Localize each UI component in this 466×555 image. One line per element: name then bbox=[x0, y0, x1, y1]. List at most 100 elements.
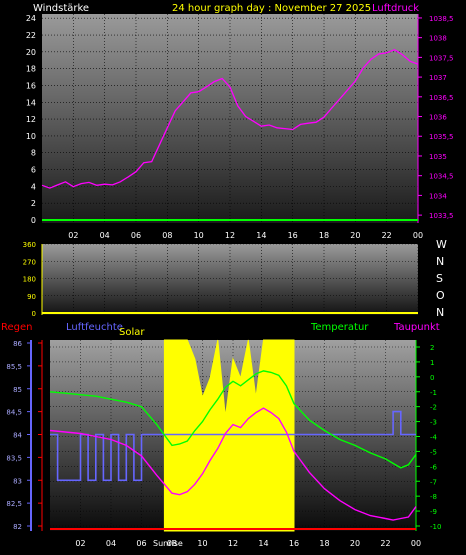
y-left-tick-label: 0 bbox=[31, 216, 36, 225]
x-tick-label: 02 bbox=[68, 231, 78, 240]
x-tick-label: 08 bbox=[162, 231, 172, 240]
bot-x-tick-label: 10 bbox=[197, 539, 207, 548]
humidity-tick-label: 82 bbox=[13, 523, 22, 531]
temperature-label: Temperatur bbox=[310, 322, 369, 333]
x-tick-label: 20 bbox=[350, 231, 360, 240]
solar-label: Solar bbox=[119, 327, 145, 338]
temp-tick-label: -8 bbox=[430, 493, 437, 501]
humidity-tick-label: 84,5 bbox=[6, 409, 22, 417]
x-tick-label: 22 bbox=[382, 231, 392, 240]
dir-tick-label: 360 bbox=[23, 241, 36, 249]
temp-tick-label: -1 bbox=[430, 389, 437, 397]
y-right-tick-label: 1036 bbox=[429, 114, 447, 122]
compass-label-3: S bbox=[436, 272, 443, 285]
y-right-tick-label: 1038,5 bbox=[429, 15, 454, 23]
y-right-tick-label: 1034 bbox=[429, 192, 447, 200]
compass-label-5: N bbox=[436, 306, 444, 319]
humidity-line bbox=[50, 410, 416, 482]
y-left-tick-label: 24 bbox=[26, 14, 36, 23]
dewpoint-line bbox=[49, 407, 417, 521]
x-tick-label: 18 bbox=[319, 231, 329, 240]
compass-label-2: N bbox=[436, 255, 444, 268]
y-right-tick-label: 1038 bbox=[429, 35, 447, 43]
temp-tick-label: -5 bbox=[430, 448, 437, 456]
temp-tick-label: -4 bbox=[430, 434, 438, 442]
y-left-tick-label: 10 bbox=[26, 132, 36, 141]
y-left-tick-label: 16 bbox=[26, 81, 36, 90]
humidity-tick-label: 82,5 bbox=[6, 500, 22, 508]
bot-x-tick-label: 14 bbox=[258, 539, 268, 548]
dir-tick-label: 90 bbox=[27, 293, 36, 301]
bot-x-tick-label: 12 bbox=[228, 539, 238, 548]
temp-tick-label: -3 bbox=[430, 419, 437, 427]
x-tick-label: 04 bbox=[100, 231, 110, 240]
top-grid bbox=[42, 14, 422, 223]
temp-tick-label: -9 bbox=[430, 508, 437, 516]
direction-panel-background bbox=[42, 244, 418, 315]
temperature-line bbox=[49, 370, 417, 469]
y-right-tick-label: 1036,5 bbox=[429, 94, 454, 102]
bot-x-tick-label: 02 bbox=[75, 539, 85, 548]
humidity-tick-label: 85,5 bbox=[6, 363, 22, 371]
y-left-tick-label: 14 bbox=[26, 98, 36, 107]
y-right-tick-label: 1037,5 bbox=[429, 54, 454, 62]
x-tick-label: 16 bbox=[288, 231, 298, 240]
page-title: 24 hour graph day : November 27 2025 bbox=[172, 3, 371, 14]
sunrise-label: Sunrise bbox=[153, 539, 183, 548]
dir-tick-label: 270 bbox=[23, 258, 36, 266]
y-left-tick-label: 4 bbox=[31, 182, 36, 191]
bot-x-tick-label: 20 bbox=[350, 539, 360, 548]
temp-tick-label: 1 bbox=[430, 359, 434, 367]
humidity-tick-label: 84 bbox=[13, 432, 22, 440]
rain-label: Regen bbox=[1, 322, 33, 333]
compass-label-1: W bbox=[436, 238, 447, 251]
x-tick-label: 00 bbox=[413, 231, 423, 240]
y-right-tick-label: 1035,5 bbox=[429, 133, 454, 141]
temp-tick-label: -7 bbox=[430, 478, 437, 486]
y-right-tick-label: 1033,5 bbox=[429, 212, 454, 220]
x-tick-label: 14 bbox=[256, 231, 266, 240]
direction-grid bbox=[41, 243, 419, 315]
y-left-tick-label: 18 bbox=[26, 65, 36, 74]
humidity-tick-label: 83,5 bbox=[6, 454, 22, 462]
temp-tick-label: -6 bbox=[430, 463, 438, 471]
y-left-tick-label: 22 bbox=[26, 31, 36, 40]
temp-tick-label: -2 bbox=[430, 404, 437, 412]
y-left-tick-label: 8 bbox=[31, 149, 36, 158]
humidity-tick-label: 86 bbox=[13, 340, 22, 348]
temp-tick-label: -10 bbox=[430, 523, 441, 531]
bot-x-tick-label: 22 bbox=[380, 539, 390, 548]
wind-axis-title: Windstärke bbox=[33, 3, 89, 14]
x-tick-label: 10 bbox=[194, 231, 204, 240]
pressure-line bbox=[41, 48, 419, 189]
temp-tick-label: 2 bbox=[430, 344, 434, 352]
y-left-tick-label: 6 bbox=[31, 166, 36, 175]
solar-area bbox=[163, 339, 295, 532]
y-right-tick-label: 1037 bbox=[429, 74, 447, 82]
x-tick-label: 06 bbox=[131, 231, 141, 240]
bot-x-tick-label: 08 bbox=[167, 539, 177, 548]
dir-tick-label: 0 bbox=[32, 310, 36, 318]
y-right-tick-label: 1034,5 bbox=[429, 173, 454, 181]
bot-x-tick-label: 18 bbox=[319, 539, 329, 548]
compass-label-4: O bbox=[436, 289, 445, 302]
y-left-tick-label: 20 bbox=[26, 48, 36, 57]
bot-x-tick-label: 00 bbox=[411, 539, 421, 548]
humidity-tick-label: 85 bbox=[13, 386, 22, 394]
bot-x-tick-label: 16 bbox=[289, 539, 299, 548]
y-right-tick-label: 1035 bbox=[429, 153, 447, 161]
humidity-label: Luftfeuchte bbox=[66, 322, 123, 333]
chart-marks bbox=[41, 48, 419, 532]
dir-tick-label: 180 bbox=[23, 276, 36, 284]
bot-x-tick-label: 06 bbox=[136, 539, 146, 548]
dewpoint-label: Taupunkt bbox=[393, 322, 440, 333]
humidity-tick-label: 83 bbox=[13, 477, 22, 485]
pressure-axis-title: Luftdruck bbox=[372, 3, 419, 14]
x-tick-label: 12 bbox=[225, 231, 235, 240]
y-left-tick-label: 2 bbox=[31, 199, 36, 208]
bot-x-tick-label: 04 bbox=[106, 539, 116, 548]
temp-tick-label: 0 bbox=[430, 374, 434, 382]
